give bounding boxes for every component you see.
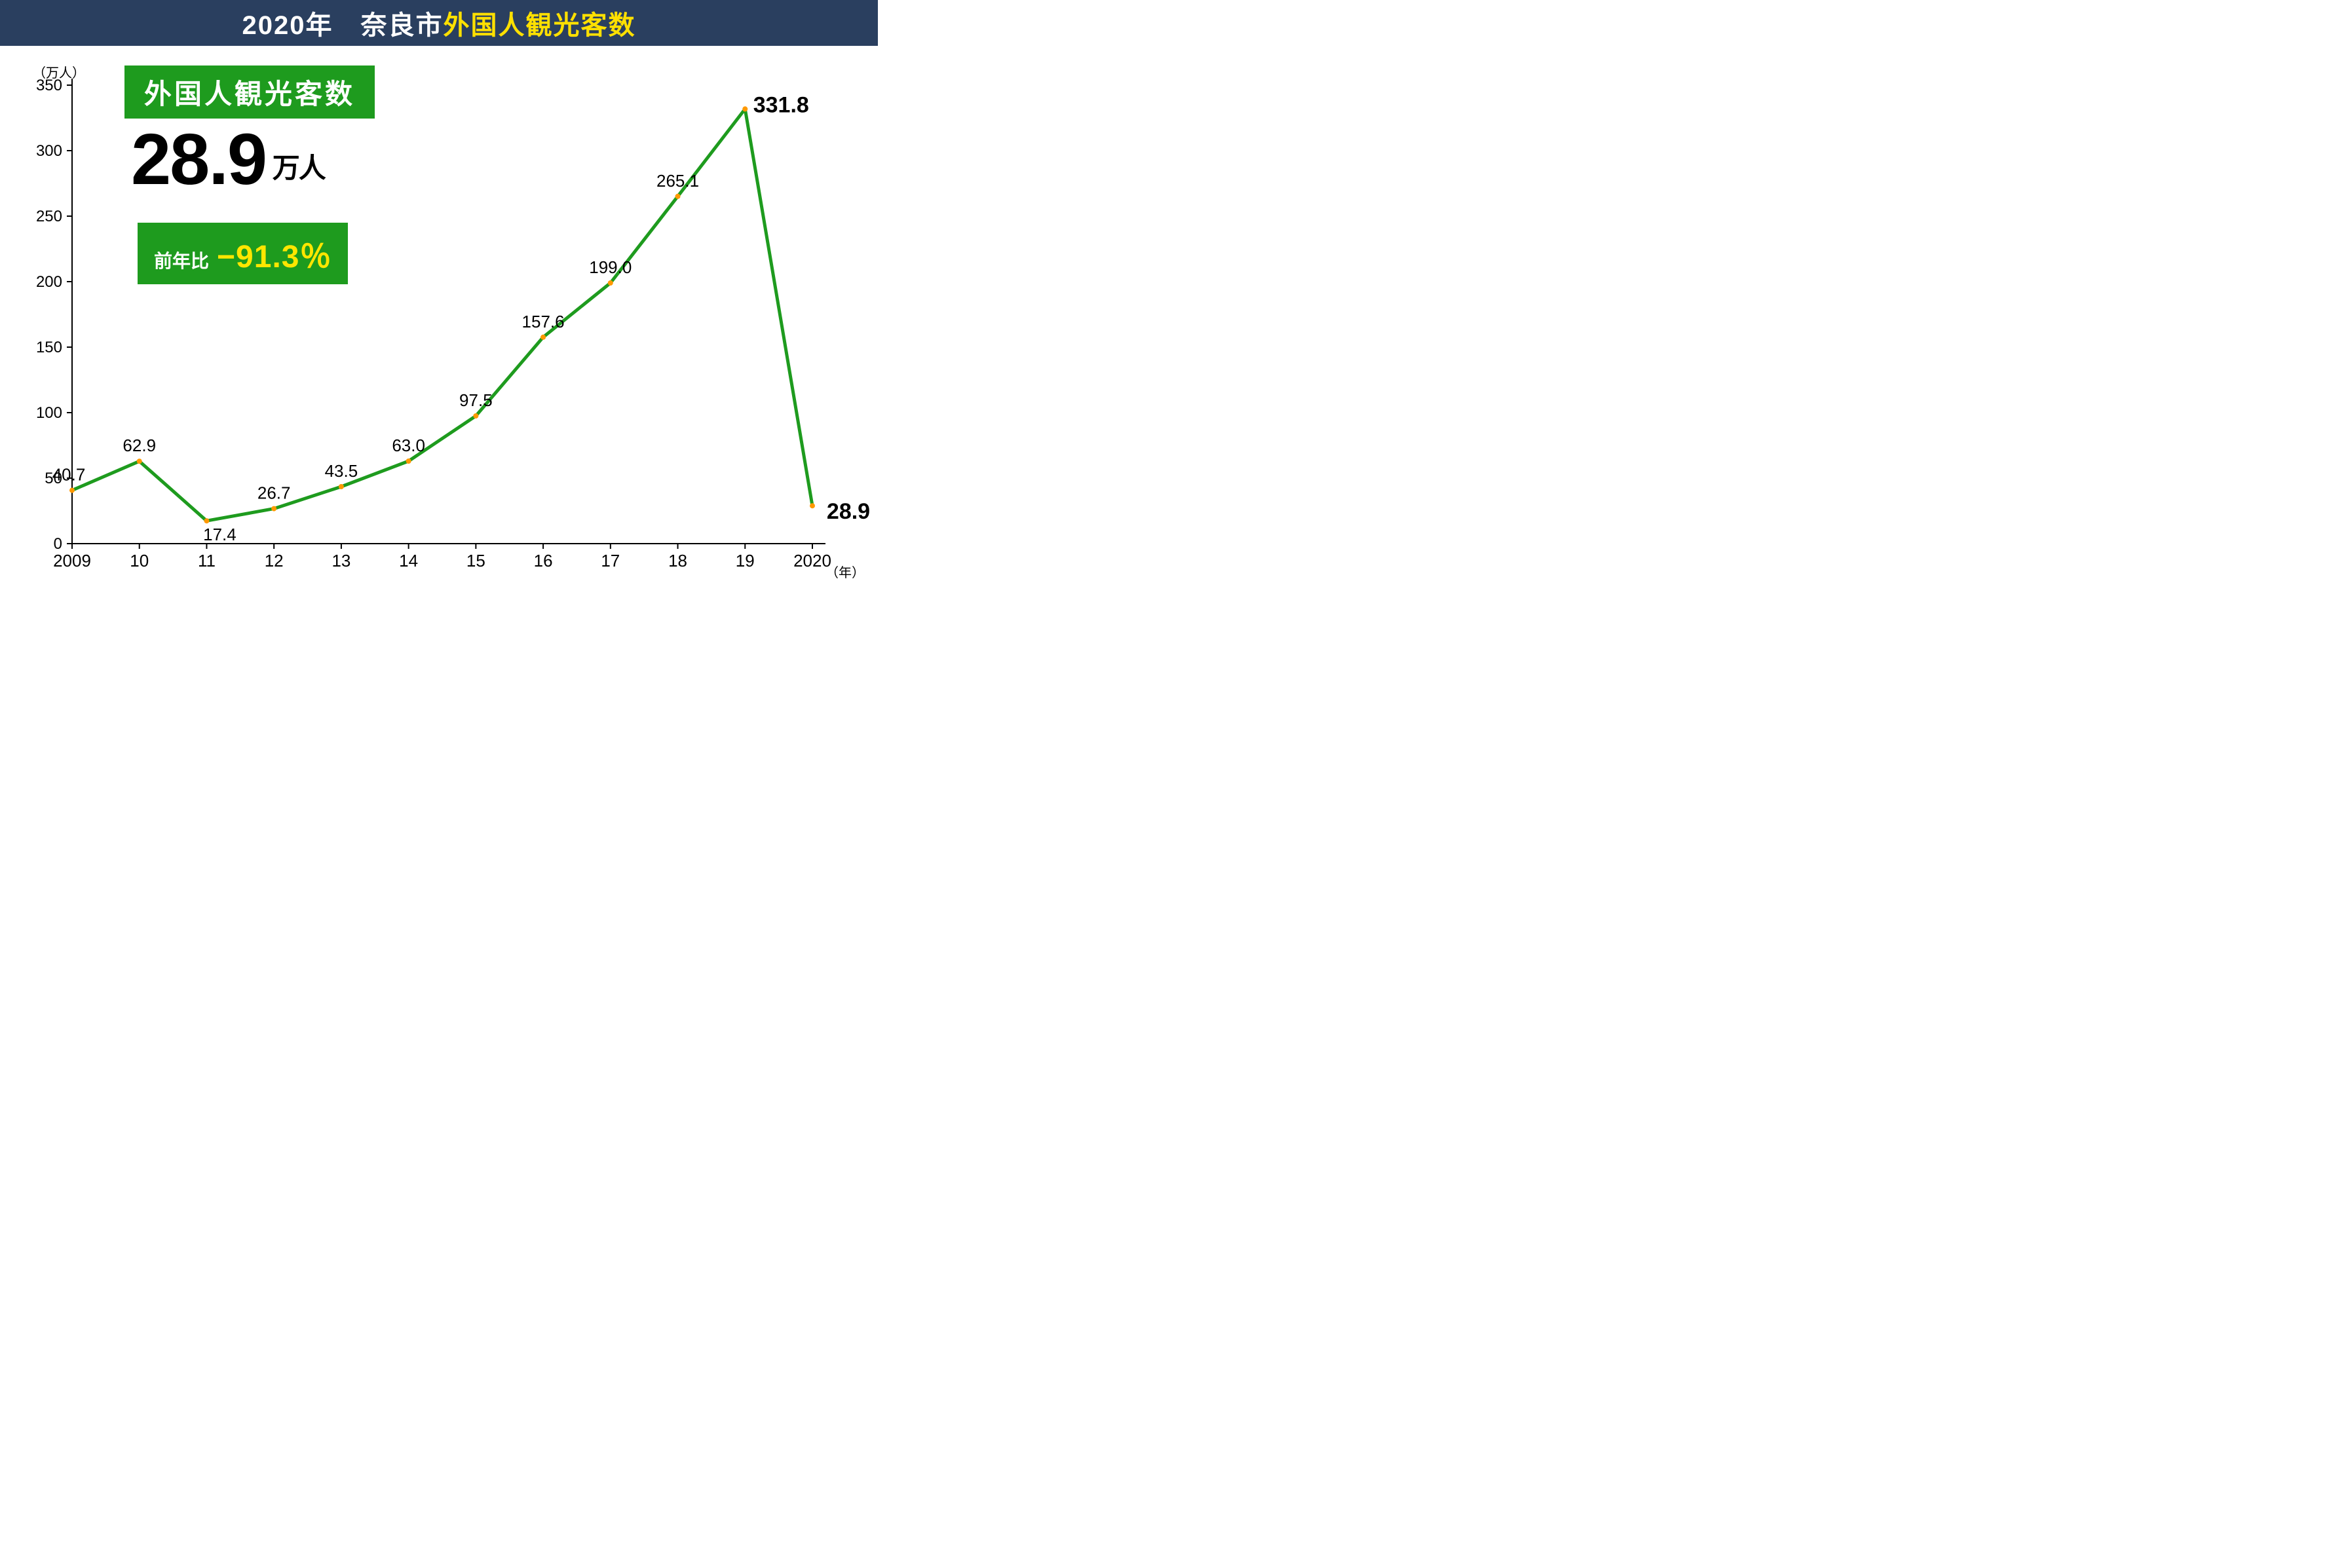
svg-text:265.1: 265.1 [656,171,699,191]
chart-area: （万人） 05010015020025030035020091011121314… [0,46,878,586]
svg-text:17: 17 [601,551,620,570]
header-text-1: 2020年 奈良市 [242,4,444,42]
svg-text:19: 19 [736,551,755,570]
svg-text:300: 300 [36,142,62,160]
x-axis-unit-label: （年） [825,562,865,581]
svg-text:97.5: 97.5 [459,390,493,410]
svg-text:10: 10 [130,551,149,570]
svg-text:11: 11 [198,551,216,570]
svg-text:331.8: 331.8 [753,92,809,117]
info-box-change: 前年比 −91.3％ [138,223,348,284]
svg-text:12: 12 [265,551,284,570]
header-bar: 2020年 奈良市 外国人観光客数 [0,0,878,46]
svg-text:40.7: 40.7 [52,465,86,485]
info-big-value: 28.9 [131,119,266,200]
svg-text:63.0: 63.0 [392,436,425,455]
svg-text:100: 100 [36,404,62,422]
svg-text:200: 200 [36,273,62,291]
svg-text:13: 13 [331,551,350,570]
svg-text:0: 0 [54,535,62,553]
svg-text:157.6: 157.6 [522,312,565,331]
info-big-unit: 万人 [266,153,325,183]
svg-text:199.0: 199.0 [589,257,632,277]
svg-text:350: 350 [36,77,62,94]
info-big-number: 28.9 万人 [131,118,325,201]
info-box-title: 外国人観光客数 [124,65,375,119]
svg-text:26.7: 26.7 [257,483,291,503]
svg-text:15: 15 [466,551,485,570]
svg-text:16: 16 [534,551,553,570]
svg-text:28.9: 28.9 [827,499,870,524]
svg-text:43.5: 43.5 [325,461,358,481]
svg-text:62.9: 62.9 [123,436,156,455]
svg-text:17.4: 17.4 [203,525,237,544]
info-change-label: 前年比 [154,247,209,273]
svg-text:14: 14 [399,551,418,570]
info-change-value: −91.3％ [217,231,331,276]
svg-text:250: 250 [36,208,62,225]
svg-text:150: 150 [36,339,62,356]
svg-text:2009: 2009 [53,551,91,570]
svg-text:18: 18 [668,551,687,570]
header-text-2: 外国人観光客数 [443,4,635,42]
